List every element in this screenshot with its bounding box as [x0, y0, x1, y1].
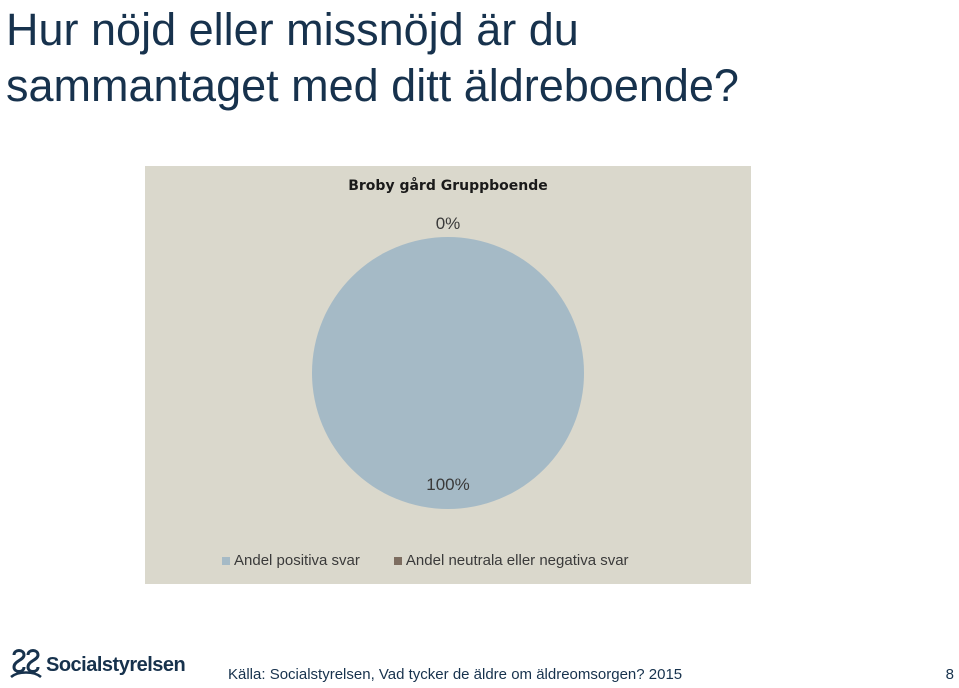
logo-text: Socialstyrelsen	[46, 653, 186, 676]
pie-slice-positive	[312, 237, 584, 509]
legend-item-positive: Andel positiva svar	[222, 552, 360, 569]
chart-legend: Andel positiva svar Andel neutrala eller…	[222, 552, 629, 569]
slide-title-line-2: sammantaget med ditt äldreboende?	[6, 60, 739, 111]
logo-mark-icon	[10, 649, 42, 679]
legend-swatch-neutral-negative	[393, 556, 402, 565]
source-citation: Källa: Socialstyrelsen, Vad tycker de äl…	[228, 666, 683, 683]
data-label-positive: 100%	[426, 475, 470, 494]
pie-chart: Broby gård Gruppboende 0% 100% Andel pos…	[145, 166, 751, 584]
legend-item-neutral-negative: Andel neutrala eller negativa svar	[393, 552, 629, 569]
legend-label-positive: Andel positiva svar	[234, 552, 360, 569]
page-number: 8	[945, 666, 954, 683]
socialstyrelsen-logo: Socialstyrelsen	[8, 647, 186, 683]
slide-title-line-1: Hur nöjd eller missnöjd är du	[6, 4, 579, 55]
chart-title: Broby gård Gruppboende	[348, 178, 548, 194]
legend-label-neutral-negative: Andel neutrala eller negativa svar	[405, 552, 629, 569]
legend-swatch-positive	[222, 556, 230, 565]
data-label-neutral-negative: 0%	[435, 214, 461, 233]
slide-title: Hur nöjd eller missnöjd är du sammantage…	[6, 2, 946, 114]
pie-chart-plot	[312, 237, 584, 509]
